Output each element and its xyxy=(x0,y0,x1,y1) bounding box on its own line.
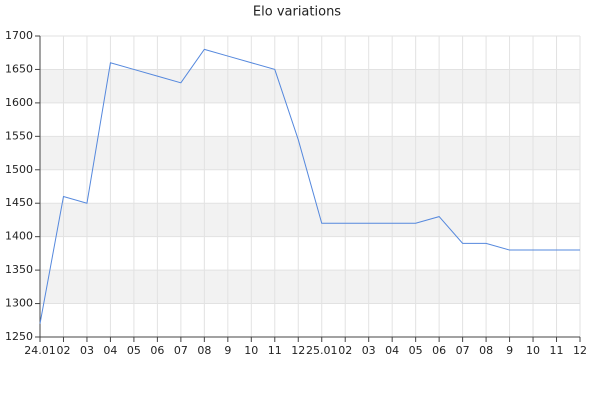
x-tick-label: 08 xyxy=(197,344,211,357)
x-tick-label: 08 xyxy=(479,344,493,357)
x-tick-label: 06 xyxy=(150,344,164,357)
x-tick-label: 02 xyxy=(56,344,70,357)
chart-title: Elo variations xyxy=(253,5,341,20)
y-tick-label: 1400 xyxy=(5,230,33,243)
x-tick-label: 04 xyxy=(103,344,117,357)
x-tick-label: 02 xyxy=(338,344,352,357)
x-tick-label: 10 xyxy=(526,344,540,357)
x-tick-label: 11 xyxy=(550,344,564,357)
grid-band xyxy=(40,69,580,103)
x-tick-label: 03 xyxy=(80,344,94,357)
y-tick-label: 1250 xyxy=(5,330,33,343)
x-tick-label: 24.01 xyxy=(24,344,56,357)
y-tick-label: 1500 xyxy=(5,163,33,176)
y-tick-label: 1450 xyxy=(5,196,33,209)
y-tick-label: 1650 xyxy=(5,62,33,75)
x-tick-label: 07 xyxy=(174,344,188,357)
x-tick-label: 05 xyxy=(409,344,423,357)
x-tick-label: 9 xyxy=(506,344,513,357)
y-tick-label: 1700 xyxy=(5,29,33,42)
y-tick-label: 1300 xyxy=(5,297,33,310)
x-tick-label: 12 xyxy=(291,344,305,357)
grid-band xyxy=(40,270,580,304)
x-tick-label: 07 xyxy=(456,344,470,357)
x-tick-label: 03 xyxy=(362,344,376,357)
x-tick-label: 12 xyxy=(573,344,587,357)
x-tick-label: 11 xyxy=(268,344,282,357)
x-tick-label: 06 xyxy=(432,344,446,357)
y-tick-label: 1550 xyxy=(5,129,33,142)
y-tick-label: 1600 xyxy=(5,96,33,109)
x-tick-label: 9 xyxy=(224,344,231,357)
grid-band xyxy=(40,203,580,237)
x-tick-label: 10 xyxy=(244,344,258,357)
x-tick-label: 25.01 xyxy=(306,344,338,357)
x-tick-label: 04 xyxy=(385,344,399,357)
grid-band xyxy=(40,136,580,170)
line xyxy=(39,48,580,324)
y-tick-label: 1350 xyxy=(5,263,33,276)
x-tick-label: 05 xyxy=(127,344,141,357)
